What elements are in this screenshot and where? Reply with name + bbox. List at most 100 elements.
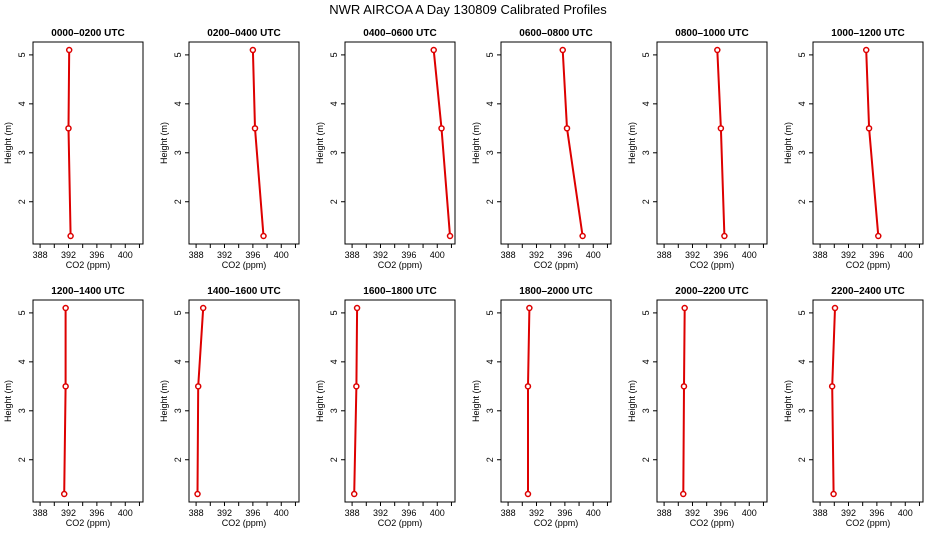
y-tick-label: 5 [797, 310, 807, 315]
data-point [353, 383, 360, 390]
x-tick-label: 400 [118, 250, 133, 260]
x-tick-label: 392 [61, 250, 76, 260]
y-tick-label: 2 [641, 199, 651, 204]
data-point [828, 383, 836, 390]
data-point [67, 232, 74, 240]
y-tick-label: 4 [173, 359, 183, 364]
y-tick-label: 4 [17, 101, 27, 106]
x-tick-label: 388 [813, 250, 828, 260]
y-tick-label: 5 [329, 310, 339, 315]
panel-4: 0600–0800 UTC 388 392 396 400 2 3 4 5 CO2 (ppm) He… [471, 28, 612, 270]
plot-frame [32, 41, 144, 245]
panel-title: 1200–1400 UTC [51, 286, 124, 297]
x-axis-label: CO2 (ppm) [66, 518, 111, 528]
y-tick-label: 2 [173, 457, 183, 462]
x-tick-label: 388 [189, 250, 204, 260]
y-tick-label: 2 [329, 457, 339, 462]
y-tick-label: 5 [329, 52, 339, 57]
y-tick-label: 3 [329, 408, 339, 413]
data-point [524, 383, 532, 390]
data-point [559, 46, 566, 54]
plot-frame [188, 41, 300, 245]
y-tick-label: 4 [329, 101, 339, 106]
y-axis-label: Height (m) [471, 122, 481, 164]
series-line [432, 49, 451, 237]
plot-frame [500, 299, 612, 503]
x-tick-label: 388 [345, 508, 360, 518]
x-tick-label: 396 [245, 508, 260, 518]
series-line [251, 49, 265, 237]
data-point [65, 46, 73, 54]
y-tick-label: 5 [641, 310, 651, 315]
x-tick-label: 396 [89, 250, 104, 260]
data-point [524, 490, 532, 498]
y-tick-label: 4 [641, 101, 651, 106]
x-tick-label: 396 [557, 508, 572, 518]
y-axis-label: Height (m) [3, 380, 13, 422]
y-tick-label: 3 [641, 408, 651, 413]
x-axis-label: CO2 (ppm) [66, 260, 111, 270]
x-tick-label: 396 [89, 508, 104, 518]
x-tick-label: 396 [557, 250, 572, 260]
data-point [680, 383, 688, 390]
x-tick-label: 392 [841, 508, 856, 518]
y-tick-label: 2 [485, 457, 495, 462]
panel-title: 0400–0600 UTC [363, 28, 436, 39]
x-tick-label: 392 [217, 508, 232, 518]
panel-title: 0200–0400 UTC [207, 28, 280, 39]
y-tick-label: 4 [485, 101, 495, 106]
panel-10: 1800–2000 UTC 388 392 396 400 2 3 4 5 CO2 (ppm) He… [471, 286, 612, 528]
panel-12: 2200–2400 UTC 388 392 396 400 2 3 4 5 CO2 (ppm) He… [783, 286, 924, 528]
y-tick-label: 3 [329, 150, 339, 155]
series-line [865, 49, 880, 237]
x-axis-label: CO2 (ppm) [846, 518, 891, 528]
panel-title: 2200–2400 UTC [831, 286, 904, 297]
data-point [353, 304, 361, 312]
data-point [350, 490, 358, 498]
y-tick-label: 3 [173, 150, 183, 155]
panel-5: 0800–1000 UTC 388 392 396 400 2 3 4 5 CO2 (ppm) He… [627, 28, 768, 270]
x-tick-label: 392 [217, 250, 232, 260]
x-tick-label: 396 [869, 250, 884, 260]
x-tick-label: 392 [841, 250, 856, 260]
y-axis-label: Height (m) [3, 122, 13, 164]
data-point [831, 304, 839, 312]
data-point [430, 46, 437, 54]
x-tick-label: 388 [189, 508, 204, 518]
x-axis-label: CO2 (ppm) [378, 518, 423, 528]
data-point [438, 125, 445, 132]
y-tick-label: 4 [797, 101, 807, 106]
plot-frame [656, 299, 768, 503]
x-tick-label: 388 [657, 250, 672, 260]
panel-7: 1200–1400 UTC 388 392 396 400 2 3 4 5 CO2 (ppm) He… [3, 286, 144, 528]
x-tick-label: 392 [373, 508, 388, 518]
y-tick-label: 3 [797, 150, 807, 155]
series-line [196, 307, 205, 495]
y-tick-label: 2 [797, 457, 807, 462]
x-tick-label: 400 [586, 250, 601, 260]
data-point [681, 304, 688, 312]
data-point [60, 490, 68, 498]
series-line [682, 307, 686, 495]
data-point [199, 304, 207, 312]
x-tick-label: 392 [61, 508, 76, 518]
y-axis-label: Height (m) [315, 380, 325, 422]
x-tick-label: 400 [898, 250, 913, 260]
y-axis-label: Height (m) [159, 122, 169, 164]
y-tick-label: 5 [485, 310, 495, 315]
panel-title: 1400–1600 UTC [207, 286, 280, 297]
x-tick-label: 392 [685, 508, 700, 518]
data-point [194, 383, 202, 390]
x-tick-label: 400 [898, 508, 913, 518]
y-tick-label: 2 [797, 199, 807, 204]
data-point [680, 490, 687, 498]
y-axis-label: Height (m) [783, 122, 793, 164]
y-tick-label: 2 [485, 199, 495, 204]
x-axis-label: CO2 (ppm) [690, 518, 735, 528]
plot-frame [344, 41, 456, 245]
x-tick-label: 388 [813, 508, 828, 518]
plot-frame [32, 299, 144, 503]
x-tick-label: 396 [245, 250, 260, 260]
